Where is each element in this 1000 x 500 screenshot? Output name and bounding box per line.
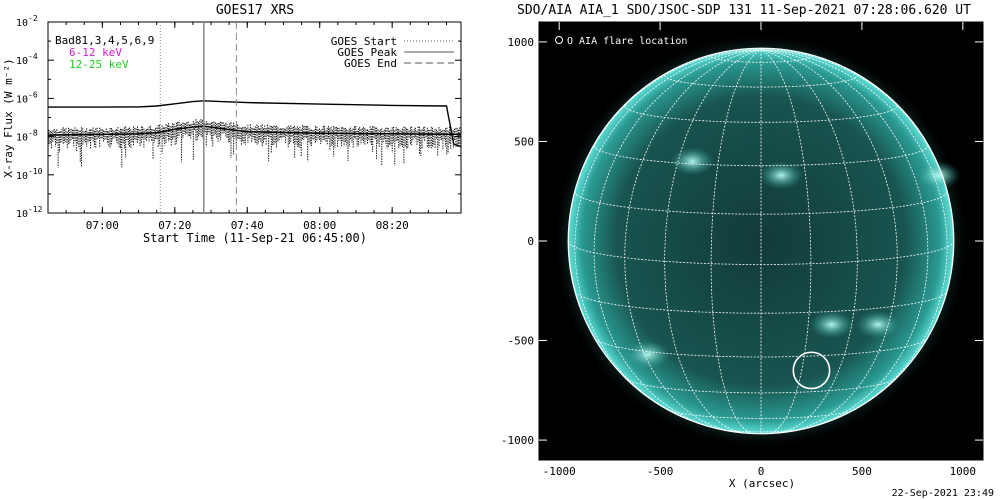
goes-series-noisy-band [48,119,461,168]
goes-y-tick-exponent: -10 [28,167,43,176]
goes-legend-channel-label: 12-25 keV [69,58,129,71]
goes-y-tick-exponent: -4 [28,52,38,61]
aia-legend-label: O AIA flare location [567,36,687,47]
goes-y-tick-label: 10 [16,133,28,144]
goes-x-axis-label: Start Time (11-Sep-21 06:45:00) [143,231,367,245]
aia-grid-line [710,56,812,63]
aia-grid-line [624,49,762,432]
goes-x-tick-label: 07:40 [231,219,264,232]
aia-y-tick-label: 500 [514,135,534,148]
aia-y-tick-label: 0 [527,235,534,248]
aia-bright-region [809,310,854,339]
aia-bright-region [856,310,901,339]
aia-x-axis-label: X (arcsec) [729,477,795,490]
goes-overlay-label: Bad81,3,4,5,6,9 [55,34,154,47]
goes-y-tick-label: 10 [16,56,28,67]
aia-x-tick-label: 0 [758,465,765,478]
aia-grid-line [760,49,858,434]
aia-x-axis: -1000 -500 0 500 1000 [543,22,976,478]
aia-bright-region [759,161,804,190]
aia-bright-region [916,161,961,190]
aia-y-tick-label: 1000 [508,36,535,49]
goes-y-tick-exponent: -12 [28,205,43,214]
goes-legend-marker-label: GOES Start [331,35,397,48]
goes-y-axis-label: X-ray Flux (W m⁻²) [2,58,15,177]
aia-legend-circle-icon [555,36,563,44]
goes-legend-marker-label: GOES End [344,57,397,70]
aia-x-tick-label: 1000 [950,465,977,478]
aia-grid-line [593,49,762,430]
aia-grid-line [760,49,812,434]
goes-y-tick-label: 10 [16,94,28,105]
goes-plot-title: GOES17 XRS [216,3,294,18]
aia-grid-line [710,49,762,434]
goes-y-tick-exponent: -6 [28,90,38,99]
goes-series-line-high [48,100,462,148]
goes-event-markers [159,22,237,213]
aia-grid-line [760,49,898,432]
goes-x-tick-label: 07:00 [86,219,119,232]
aia-grid-line [574,191,948,215]
goes-x-tick-label: 08:20 [376,219,409,232]
aia-bright-regions [625,147,961,369]
aia-grid-line [626,378,896,394]
goes-legend-marker-label: GOES Peak [337,46,397,59]
goes-y-tick-exponent: -8 [28,129,38,138]
goes-y-tick-exponent: -2 [28,14,38,23]
footer-timestamp: 22-Sep-2021 23:49 [892,488,994,499]
goes-x-axis: 07:00 07:20 07:40 08:00 08:20 [65,22,448,232]
aia-y-axis: 1000 500 0 -500 -1000 [501,36,983,447]
aia-grid-line [594,338,928,358]
aia-bright-region [670,147,715,176]
goes-series-line-low [47,125,462,136]
goes-series-band-path [48,119,461,168]
aia-heliographic-grid [567,47,955,435]
goes-y-tick-label: 10 [16,18,28,29]
aia-grid-line [760,49,929,430]
goes-x-tick-label: 07:20 [158,219,191,232]
aia-x-tick-label: 500 [852,465,872,478]
aia-limb-outline [567,47,955,435]
goes-series [47,100,462,168]
aia-y-tick-label: -1000 [501,434,534,447]
goes-y-tick-label: 10 [16,171,28,182]
aia-x-tick-label: -500 [647,465,674,478]
aia-y-tick-label: -500 [508,335,535,348]
aia-grid-line [664,49,762,434]
aia-plot-title: SDO/AIA AIA_1 SDO/JSOC-SDP 131 11-Sep-20… [517,3,971,18]
aia-x-tick-label: -1000 [543,465,576,478]
aia-flare-marker [792,351,831,390]
goes-y-tick-label: 10 [16,209,28,220]
aia-bright-region [625,340,670,369]
goes-legend-channel-label: 6-12 keV [69,46,122,59]
goes-x-tick-label: 08:00 [303,219,336,232]
